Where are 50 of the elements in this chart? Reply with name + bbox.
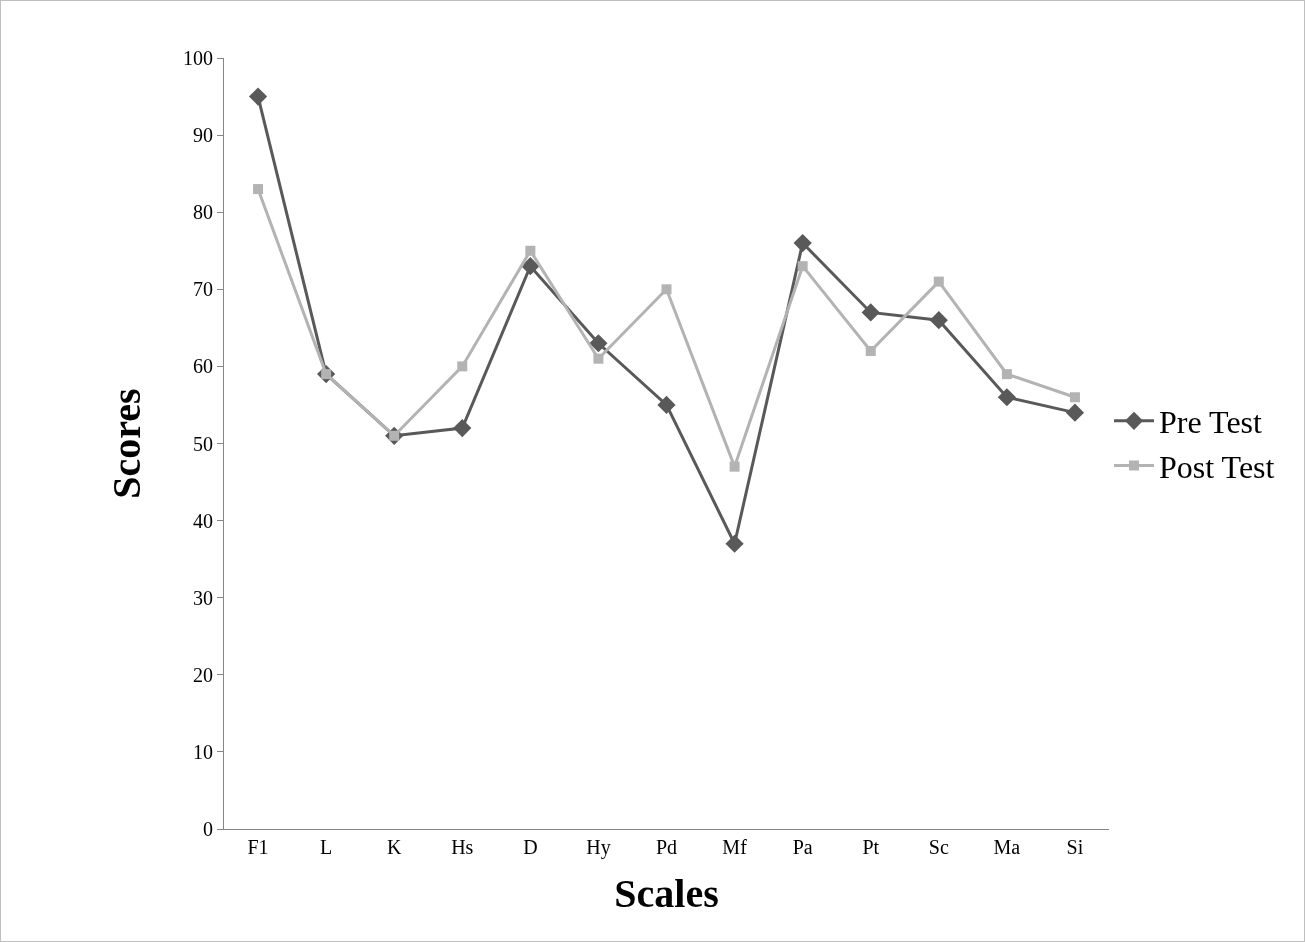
x-tick-label: Pd [655,836,678,858]
x-axis-title: Scales [614,870,719,916]
point [1069,392,1080,403]
x-tick-label: Ma [993,836,1021,858]
point [253,184,264,195]
x-tick-label: Mf [722,836,748,858]
point [793,233,812,253]
point [248,87,268,106]
y-tick-label: 60 [193,355,213,378]
x-tick-label: K [386,836,402,858]
point [725,534,744,553]
x-tick-label: L [320,836,333,858]
point [521,257,540,276]
x-tick-label: Sc [928,836,949,858]
point [929,311,948,330]
legend-label: Post Test [1159,448,1275,485]
y-tick-label: 50 [193,432,213,455]
point [861,303,880,322]
y-tick-label: 80 [193,201,213,224]
y-tick-label: 0 [203,818,213,840]
x-tick-label: Hs [451,836,474,858]
point [729,461,740,472]
point [661,284,672,295]
point [933,276,944,287]
point [865,345,876,356]
x-tick-label: Pt [862,836,880,858]
y-tick-label: 40 [193,509,213,532]
point [593,353,604,364]
point [589,334,608,353]
point [457,361,468,372]
point [997,388,1016,407]
legend-label: Pre Test [1159,404,1263,441]
point [525,245,536,256]
y-tick-label: 30 [193,586,213,609]
y-tick-label: 90 [193,124,213,147]
point [1001,369,1012,380]
y-axis-title: Scores [103,388,149,499]
y-tick-label: 70 [193,278,213,301]
point [453,418,472,438]
point [657,395,676,415]
y-tick-label: 10 [193,740,213,763]
x-tick-label: D [523,836,538,858]
x-tick-label: Pa [792,836,813,858]
y-tick-label: 100 [183,47,213,69]
point [1065,403,1085,422]
x-tick-label: Si [1066,836,1084,858]
point [797,261,808,272]
x-tick-label: Hy [586,836,611,859]
y-tick-label: 20 [193,663,213,686]
x-tick-label: F1 [247,836,269,858]
